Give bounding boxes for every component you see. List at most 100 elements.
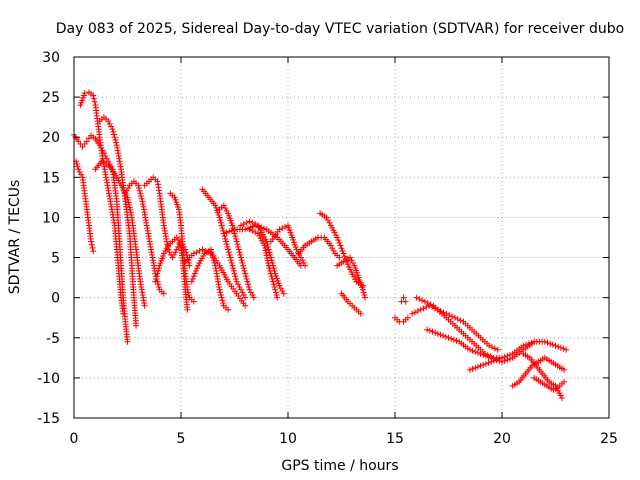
data-point xyxy=(160,250,167,257)
data-point xyxy=(402,298,409,305)
data-point xyxy=(185,289,192,296)
data-point xyxy=(336,254,343,261)
x-axis-label: GPS time / hours xyxy=(281,458,398,474)
data-point xyxy=(274,294,281,301)
y-tick-label: 0 xyxy=(51,291,60,307)
data-point xyxy=(265,260,272,267)
data-point xyxy=(411,309,418,316)
data-point xyxy=(472,348,479,355)
data-point xyxy=(110,128,117,135)
data-point xyxy=(194,265,201,272)
data-point xyxy=(208,249,215,256)
data-point xyxy=(232,235,239,242)
data-point xyxy=(246,286,253,293)
data-point xyxy=(196,247,203,254)
data-point xyxy=(266,249,273,256)
data-point xyxy=(280,290,287,297)
data-point xyxy=(108,123,115,130)
data-point xyxy=(154,181,161,188)
series-arc-2 xyxy=(73,158,97,255)
chart-title: Day 083 of 2025, Sidereal Day-to-day VTE… xyxy=(56,21,624,37)
data-point xyxy=(74,163,81,170)
data-point xyxy=(243,275,250,282)
data-point xyxy=(241,267,248,274)
data-point xyxy=(156,187,163,194)
data-point xyxy=(297,254,304,261)
data-point xyxy=(421,298,428,305)
data-point xyxy=(160,290,167,297)
data-point xyxy=(525,340,532,347)
data-point xyxy=(348,257,355,264)
data-point xyxy=(216,286,223,293)
data-point xyxy=(199,246,206,253)
data-point xyxy=(123,187,130,194)
data-point xyxy=(88,241,95,248)
data-point xyxy=(501,353,508,360)
data-point xyxy=(233,278,240,285)
tick-labels: 0 5 10 15 20 25 -15 -10 -5 0 5 10 15 20 25 30 xyxy=(37,50,618,447)
data-point xyxy=(276,226,283,233)
data-point xyxy=(449,313,456,320)
data-point xyxy=(242,294,249,301)
data-point xyxy=(264,257,271,264)
data-point xyxy=(507,351,514,358)
y-tick-label: -10 xyxy=(37,371,60,387)
data-point xyxy=(91,98,98,105)
data-point xyxy=(267,254,274,261)
data-point xyxy=(154,178,161,185)
data-point xyxy=(552,342,559,349)
data-point xyxy=(237,251,244,258)
data-point xyxy=(229,222,236,229)
data-point xyxy=(457,317,464,324)
data-point xyxy=(469,347,476,354)
data-point xyxy=(227,257,234,264)
data-point xyxy=(172,249,179,256)
series-arc-16 xyxy=(246,226,281,301)
data-point xyxy=(268,273,275,280)
data-point xyxy=(222,238,229,245)
data-point xyxy=(426,327,433,334)
data-point xyxy=(454,316,461,323)
data-point xyxy=(265,246,272,253)
data-point xyxy=(191,270,198,277)
data-point xyxy=(190,250,197,257)
data-point xyxy=(474,349,481,356)
y-tick-label: -15 xyxy=(37,411,60,427)
series-arc-6 xyxy=(122,178,167,297)
data-point xyxy=(414,308,421,315)
x-tick-label: 10 xyxy=(279,431,297,447)
data-point xyxy=(125,185,132,192)
data-point xyxy=(78,171,85,178)
data-point xyxy=(245,281,252,288)
data-point xyxy=(232,275,239,282)
data-point xyxy=(485,359,492,366)
data-point xyxy=(474,363,481,370)
data-point xyxy=(217,219,224,226)
series-arc-3 xyxy=(77,89,127,317)
axis-ticks xyxy=(73,56,610,419)
data-point xyxy=(113,139,120,146)
series-arc-27 xyxy=(466,338,570,373)
series-arc-18 xyxy=(295,234,343,261)
data-point xyxy=(155,267,162,274)
data-point xyxy=(209,251,216,258)
data-point xyxy=(324,217,331,224)
data-point xyxy=(128,211,135,218)
data-point xyxy=(334,234,341,241)
data-point xyxy=(445,334,452,341)
data-point xyxy=(73,160,80,167)
data-point xyxy=(485,353,492,360)
data-point xyxy=(163,245,170,252)
data-point xyxy=(482,360,489,367)
data-point xyxy=(359,286,366,293)
data-point xyxy=(323,214,330,221)
data-point xyxy=(153,275,160,282)
data-point xyxy=(233,238,240,245)
data-point xyxy=(560,345,567,352)
data-point xyxy=(504,352,511,359)
data-point xyxy=(217,291,224,298)
data-point xyxy=(188,278,195,285)
data-point xyxy=(210,254,217,261)
y-tick-label: 5 xyxy=(51,251,60,267)
series-arc-12 xyxy=(199,186,249,301)
